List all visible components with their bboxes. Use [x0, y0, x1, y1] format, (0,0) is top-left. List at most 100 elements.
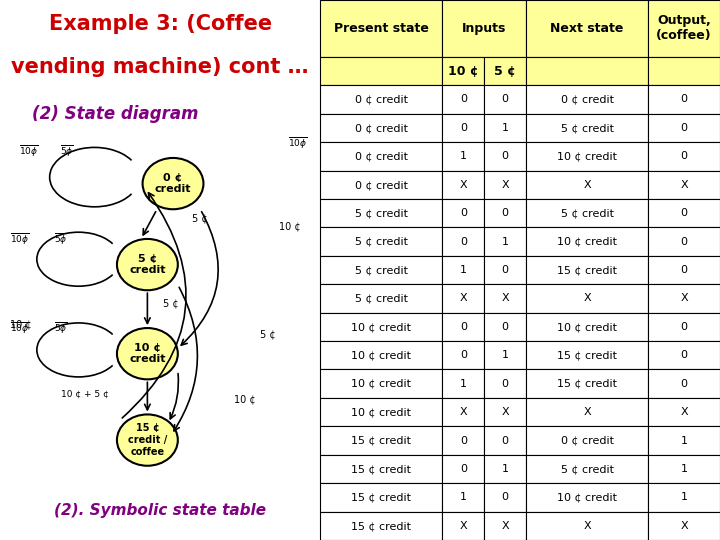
FancyBboxPatch shape: [442, 313, 485, 341]
Text: X: X: [501, 407, 509, 417]
FancyBboxPatch shape: [526, 199, 648, 227]
Text: 0: 0: [502, 208, 509, 218]
FancyBboxPatch shape: [526, 284, 648, 313]
Text: 1: 1: [502, 350, 509, 360]
Text: 0: 0: [680, 350, 688, 360]
Text: 0: 0: [680, 379, 688, 389]
FancyBboxPatch shape: [485, 57, 526, 85]
FancyBboxPatch shape: [320, 313, 442, 341]
FancyBboxPatch shape: [526, 483, 648, 511]
Text: 10 ¢ credit: 10 ¢ credit: [557, 322, 617, 332]
Text: 0 ¢ credit: 0 ¢ credit: [561, 436, 613, 446]
FancyBboxPatch shape: [485, 455, 526, 483]
Text: Present state: Present state: [334, 22, 429, 35]
FancyBboxPatch shape: [648, 114, 720, 142]
Text: 15 ¢ credit: 15 ¢ credit: [557, 265, 617, 275]
FancyBboxPatch shape: [485, 313, 526, 341]
FancyBboxPatch shape: [442, 0, 526, 57]
FancyBboxPatch shape: [526, 85, 648, 114]
Text: 0: 0: [460, 94, 467, 104]
Ellipse shape: [117, 415, 178, 465]
Text: X: X: [680, 521, 688, 531]
Text: 15 ¢ credit: 15 ¢ credit: [351, 464, 411, 474]
FancyBboxPatch shape: [442, 369, 485, 398]
FancyBboxPatch shape: [442, 171, 485, 199]
Text: 10 ¢ credit: 10 ¢ credit: [557, 237, 617, 247]
FancyBboxPatch shape: [526, 426, 648, 455]
FancyBboxPatch shape: [485, 341, 526, 369]
Text: 0: 0: [460, 208, 467, 218]
Text: X: X: [459, 293, 467, 303]
FancyBboxPatch shape: [648, 0, 720, 57]
Text: $\overline{10\mathit{\phi}}$: $\overline{10\mathit{\phi}}$: [9, 231, 29, 247]
Text: 5 ¢ credit: 5 ¢ credit: [355, 237, 408, 247]
Text: 5 ¢: 5 ¢: [192, 213, 208, 224]
Text: 5 ¢: 5 ¢: [259, 329, 275, 340]
Text: 10 ¢: 10 ¢: [9, 319, 31, 329]
FancyBboxPatch shape: [442, 398, 485, 426]
Text: 0: 0: [502, 94, 509, 104]
Text: 0: 0: [460, 123, 467, 133]
Ellipse shape: [117, 328, 178, 379]
Text: 0: 0: [680, 322, 688, 332]
Text: 15 ¢ credit: 15 ¢ credit: [351, 492, 411, 502]
Text: X: X: [583, 407, 591, 417]
FancyBboxPatch shape: [648, 256, 720, 284]
FancyBboxPatch shape: [526, 313, 648, 341]
FancyBboxPatch shape: [526, 114, 648, 142]
Text: 1: 1: [460, 379, 467, 389]
FancyBboxPatch shape: [648, 85, 720, 114]
Text: 1: 1: [460, 265, 467, 275]
FancyBboxPatch shape: [485, 85, 526, 114]
FancyBboxPatch shape: [320, 483, 442, 511]
FancyBboxPatch shape: [320, 511, 442, 540]
FancyBboxPatch shape: [320, 57, 442, 85]
Text: 0: 0: [460, 436, 467, 446]
FancyBboxPatch shape: [526, 142, 648, 171]
FancyBboxPatch shape: [442, 199, 485, 227]
FancyBboxPatch shape: [648, 171, 720, 199]
Text: 0: 0: [502, 492, 509, 502]
Text: X: X: [680, 180, 688, 190]
Text: (2). Symbolic state table: (2). Symbolic state table: [54, 503, 266, 518]
Text: 1: 1: [680, 436, 688, 446]
FancyBboxPatch shape: [648, 284, 720, 313]
Text: 10 ¢
credit: 10 ¢ credit: [129, 343, 166, 364]
FancyBboxPatch shape: [320, 85, 442, 114]
Text: 0: 0: [680, 237, 688, 247]
Text: X: X: [680, 293, 688, 303]
Text: Inputs: Inputs: [462, 22, 506, 35]
FancyBboxPatch shape: [526, 256, 648, 284]
Text: Output,
(coffee): Output, (coffee): [656, 15, 712, 43]
Text: 10 ¢ credit: 10 ¢ credit: [557, 492, 617, 502]
Text: $\overline{10\mathit{\phi}}$: $\overline{10\mathit{\phi}}$: [288, 135, 307, 151]
FancyBboxPatch shape: [442, 483, 485, 511]
Text: $\overline{10\mathit{\phi}}$: $\overline{10\mathit{\phi}}$: [9, 320, 29, 336]
Text: 10 ¢ credit: 10 ¢ credit: [557, 151, 617, 161]
Text: 5 ¢: 5 ¢: [495, 65, 516, 78]
FancyBboxPatch shape: [648, 426, 720, 455]
Text: 0 ¢ credit: 0 ¢ credit: [355, 123, 408, 133]
Text: 10 ¢: 10 ¢: [279, 221, 300, 232]
FancyBboxPatch shape: [442, 341, 485, 369]
Text: 0 ¢
credit: 0 ¢ credit: [155, 173, 192, 194]
Text: 1: 1: [460, 492, 467, 502]
Text: 1: 1: [502, 123, 509, 133]
FancyBboxPatch shape: [320, 227, 442, 256]
FancyBboxPatch shape: [442, 142, 485, 171]
Text: 10 ¢ credit: 10 ¢ credit: [351, 322, 411, 332]
FancyBboxPatch shape: [320, 0, 442, 57]
Text: 15 ¢ credit: 15 ¢ credit: [557, 350, 617, 360]
Text: 0: 0: [680, 151, 688, 161]
Text: 5 ¢ credit: 5 ¢ credit: [355, 265, 408, 275]
Text: 5 ¢ credit: 5 ¢ credit: [561, 464, 613, 474]
FancyBboxPatch shape: [442, 256, 485, 284]
FancyBboxPatch shape: [648, 227, 720, 256]
Text: 1: 1: [502, 237, 509, 247]
Text: X: X: [459, 521, 467, 531]
Text: 15 ¢ credit: 15 ¢ credit: [557, 379, 617, 389]
Ellipse shape: [143, 158, 204, 209]
Text: 10 ¢: 10 ¢: [448, 65, 479, 78]
Text: 0 ¢ credit: 0 ¢ credit: [355, 94, 408, 104]
Text: 1: 1: [502, 464, 509, 474]
